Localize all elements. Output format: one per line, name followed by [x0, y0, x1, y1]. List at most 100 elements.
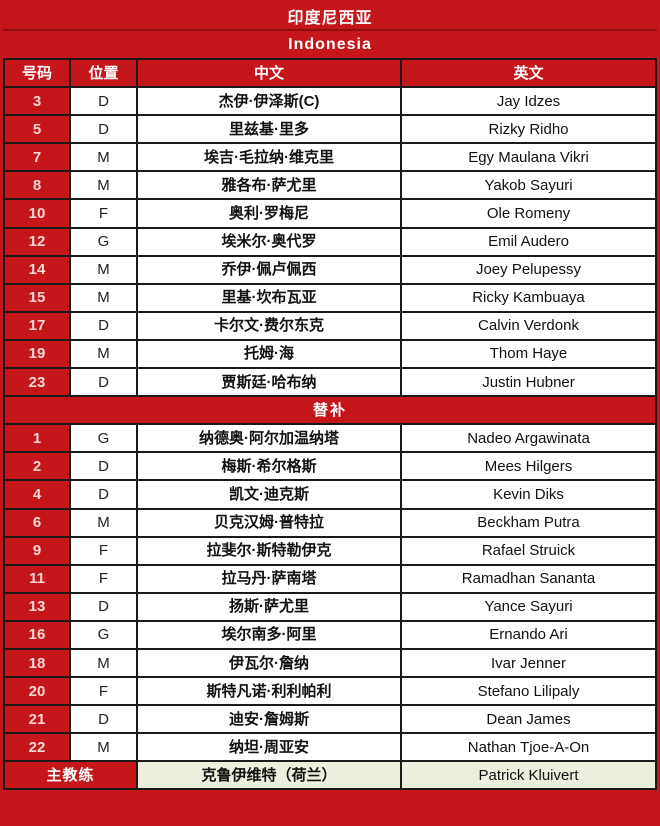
player-position-cell: M [71, 284, 136, 311]
player-name-zh-cell: 乔伊·佩卢佩西 [138, 256, 400, 283]
player-name-zh-cell: 埃吉·毛拉纳·维克里 [138, 144, 400, 171]
player-name-en-cell: Thom Haye [402, 340, 655, 368]
column-header-position: 位置 [71, 60, 136, 87]
player-position-cell: M [71, 256, 136, 283]
player-position-cell: D [71, 706, 136, 733]
player-name-zh-cell: 扬斯·萨尤里 [138, 593, 400, 620]
player-name-zh-cell: 卡尔文·费尔东克 [138, 312, 400, 339]
player-name-en-cell: Stefano Lilipaly [402, 678, 655, 705]
player-position-cell: M [71, 734, 136, 761]
player-name-en-cell: Beckham Putra [402, 509, 655, 536]
player-name-zh-cell: 伊瓦尔·詹纳 [138, 649, 400, 677]
player-name-en-cell: Jay Idzes [402, 88, 655, 115]
player-name-en-cell: Joey Pelupessy [402, 256, 655, 283]
player-name-en-cell: Mees Hilgers [402, 453, 655, 480]
column-header-english: 英文 [402, 60, 655, 87]
player-position-cell: D [71, 312, 136, 339]
player-position-cell: D [71, 116, 136, 143]
player-position-cell: F [71, 678, 136, 705]
player-name-zh-cell: 埃米尔·奥代罗 [138, 228, 400, 255]
player-name-en-cell: Yance Sayuri [402, 593, 655, 620]
team-title-en: Indonesia [288, 35, 372, 53]
player-number-cell: 2 [5, 453, 69, 480]
player-position-cell: M [71, 340, 136, 368]
player-number-cell: 10 [5, 200, 69, 227]
player-name-en-cell: Rafael Struick [402, 537, 655, 564]
player-name-en-cell: Rizky Ridho [402, 116, 655, 143]
player-number-cell: 5 [5, 116, 69, 143]
player-name-en-cell: Emil Audero [402, 228, 655, 255]
coach-name-zh-cell: 克鲁伊维特（荷兰） [138, 762, 400, 789]
player-name-en-cell: Nadeo Argawinata [402, 425, 655, 452]
player-number-cell: 11 [5, 565, 69, 592]
player-number-cell: 17 [5, 312, 69, 339]
player-name-en-cell: Ricky Kambuaya [402, 284, 655, 311]
player-name-zh-cell: 里兹基·里多 [138, 116, 400, 143]
player-name-zh-cell: 纳德奥·阿尔加温纳塔 [138, 425, 400, 452]
player-name-zh-cell: 凯文·迪克斯 [138, 481, 400, 508]
player-number-cell: 1 [5, 425, 69, 452]
player-position-cell: M [71, 649, 136, 677]
player-name-zh-cell: 斯特凡诺·利利帕利 [138, 678, 400, 705]
player-position-cell: M [71, 509, 136, 536]
player-name-zh-cell: 拉马丹·萨南塔 [138, 565, 400, 592]
player-number-cell: 23 [5, 369, 69, 396]
player-name-zh-cell: 托姆·海 [138, 340, 400, 368]
player-position-cell: G [71, 621, 136, 648]
coach-label-cell: 主教练 [5, 762, 136, 789]
player-number-cell: 16 [5, 621, 69, 648]
player-name-en-cell: Yakob Sayuri [402, 172, 655, 199]
player-number-cell: 15 [5, 284, 69, 311]
player-position-cell: F [71, 200, 136, 227]
player-name-zh-cell: 埃尔南多·阿里 [138, 621, 400, 648]
column-header-chinese: 中文 [138, 60, 400, 87]
player-name-en-cell: Nathan Tjoe-A-On [402, 734, 655, 761]
player-number-cell: 9 [5, 537, 69, 564]
player-number-cell: 8 [5, 172, 69, 199]
player-name-en-cell: Ole Romeny [402, 200, 655, 227]
player-name-zh-cell: 杰伊·伊泽斯(C) [138, 88, 400, 115]
player-name-zh-cell: 奥利·罗梅尼 [138, 200, 400, 227]
player-position-cell: G [71, 228, 136, 255]
player-number-cell: 18 [5, 649, 69, 677]
team-title-zh: 印度尼西亚 [3, 2, 657, 31]
player-name-zh-cell: 雅各布·萨尤里 [138, 172, 400, 199]
player-number-cell: 22 [5, 734, 69, 761]
player-number-cell: 19 [5, 340, 69, 368]
player-number-cell: 7 [5, 144, 69, 171]
player-number-cell: 6 [5, 509, 69, 536]
player-name-zh-cell: 贾斯廷·哈布纳 [138, 369, 400, 396]
player-position-cell: F [71, 565, 136, 592]
player-number-cell: 14 [5, 256, 69, 283]
player-name-zh-cell: 梅斯·希尔格斯 [138, 453, 400, 480]
player-position-cell: F [71, 537, 136, 564]
player-name-en-cell: Egy Maulana Vikri [402, 144, 655, 171]
player-number-cell: 21 [5, 706, 69, 733]
player-position-cell: D [71, 369, 136, 396]
player-number-cell: 3 [5, 88, 69, 115]
player-position-cell: M [71, 172, 136, 199]
player-name-en-cell: Calvin Verdonk [402, 312, 655, 339]
player-name-en-cell: Kevin Diks [402, 481, 655, 508]
column-header-number: 号码 [5, 60, 69, 87]
player-position-cell: M [71, 144, 136, 171]
player-position-cell: D [71, 88, 136, 115]
coach-name-en-cell: Patrick Kluivert [402, 762, 655, 789]
player-number-cell: 4 [5, 481, 69, 508]
player-number-cell: 12 [5, 228, 69, 255]
player-name-zh-cell: 迪安·詹姆斯 [138, 706, 400, 733]
player-position-cell: D [71, 481, 136, 508]
player-position-cell: G [71, 425, 136, 452]
player-number-cell: 20 [5, 678, 69, 705]
player-name-en-cell: Justin Hubner [402, 369, 655, 396]
player-name-zh-cell: 纳坦·周亚安 [138, 734, 400, 761]
player-name-en-cell: Ivar Jenner [402, 649, 655, 677]
player-name-en-cell: Dean James [402, 706, 655, 733]
player-name-zh-cell: 拉斐尔·斯特勒伊克 [138, 537, 400, 564]
roster-grid: 号码 位置 中文 英文 3 D 杰伊·伊泽斯(C) Jay Idzes 5 D 里兹基·里多… [3, 58, 657, 791]
player-name-en-cell: Ramadhan Sananta [402, 565, 655, 592]
player-name-zh-cell: 里基·坎布瓦亚 [138, 284, 400, 311]
player-name-zh-cell: 贝克汉姆·普特拉 [138, 509, 400, 536]
player-name-en-cell: Ernando Ari [402, 621, 655, 648]
